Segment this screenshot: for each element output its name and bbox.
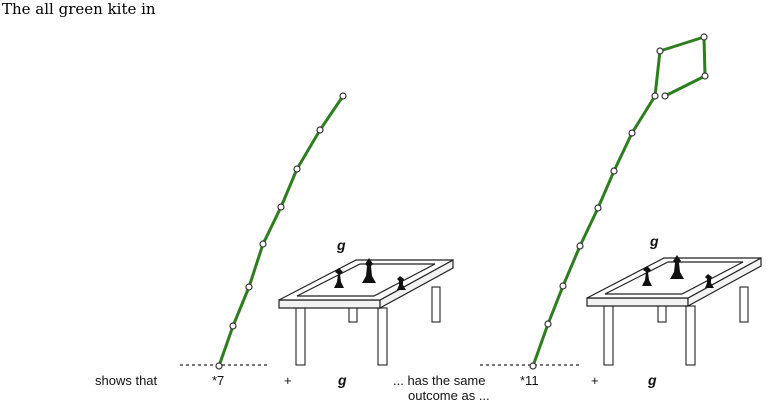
- caption-has-same: ... has the same: [393, 373, 486, 388]
- caption-star-eleven: *11: [520, 373, 539, 388]
- right-table-pieces: [642, 255, 714, 288]
- left-stalk-node-2: [245, 283, 253, 291]
- left-stalk-node-1: [229, 322, 237, 330]
- right-kite-node-10: [701, 72, 709, 80]
- right-green-kite: [529, 33, 709, 370]
- right-kite-node-7: [651, 92, 659, 100]
- right-kite-node-1: [544, 320, 552, 328]
- left-stalk-node-0: [215, 362, 223, 370]
- left-game-table: g: [278, 237, 454, 366]
- left-stalk-node-7: [339, 92, 347, 100]
- left-table-front-edge: [278, 299, 381, 309]
- right-kite-node-8: [656, 47, 664, 55]
- caption-g-2: g: [647, 372, 657, 388]
- caption-plus-2: +: [591, 373, 599, 388]
- right-kite-stalk-edge: [531, 94, 657, 368]
- left-piece-1: [334, 268, 344, 288]
- right-game-table: g: [586, 233, 762, 366]
- heading-text: The all green kite in: [2, 0, 156, 18]
- right-table-leg-back-right: [739, 286, 749, 323]
- right-kite-diamond-edge: [653, 35, 707, 98]
- right-kite-node-11: [661, 92, 669, 100]
- right-kite-node-0: [529, 362, 537, 370]
- right-table-leg-front-right: [685, 305, 696, 366]
- right-kite-node-2: [559, 282, 567, 290]
- right-piece-3: [705, 274, 714, 288]
- right-kite-node-4: [594, 204, 602, 212]
- right-kite-node-6: [628, 129, 636, 137]
- right-kite-node-5: [610, 167, 618, 175]
- right-piece-1: [642, 266, 652, 286]
- left-stalk-node-6: [316, 126, 324, 134]
- left-stalk-node-3: [259, 240, 267, 248]
- caption-outcome-as: outcome as ...: [408, 388, 490, 403]
- right-piece-2: [670, 255, 684, 279]
- right-table-leg-front-left: [603, 305, 614, 366]
- left-table-leg-front-right: [377, 307, 388, 366]
- left-table-pieces: [334, 258, 406, 290]
- right-table-front-edge: [586, 297, 689, 307]
- right-kite-node-9: [700, 33, 708, 41]
- left-stalk-node-5: [293, 165, 301, 173]
- left-table-leg-front-left: [295, 307, 306, 366]
- caption-g-1: g: [337, 372, 347, 388]
- caption-star-seven: *7: [212, 373, 224, 388]
- caption-shows-that: shows that: [95, 373, 158, 388]
- left-green-stalk: [215, 92, 347, 370]
- left-piece-2: [362, 258, 376, 283]
- right-kite-node-3: [576, 242, 584, 250]
- right-table-label: g: [649, 233, 659, 249]
- left-table-label: g: [336, 237, 346, 253]
- caption-plus-1: +: [284, 373, 292, 388]
- left-piece-3: [397, 276, 406, 290]
- left-stalk-edge: [217, 94, 345, 368]
- left-stalk-node-4: [277, 203, 285, 211]
- left-table-leg-back-right: [431, 286, 441, 323]
